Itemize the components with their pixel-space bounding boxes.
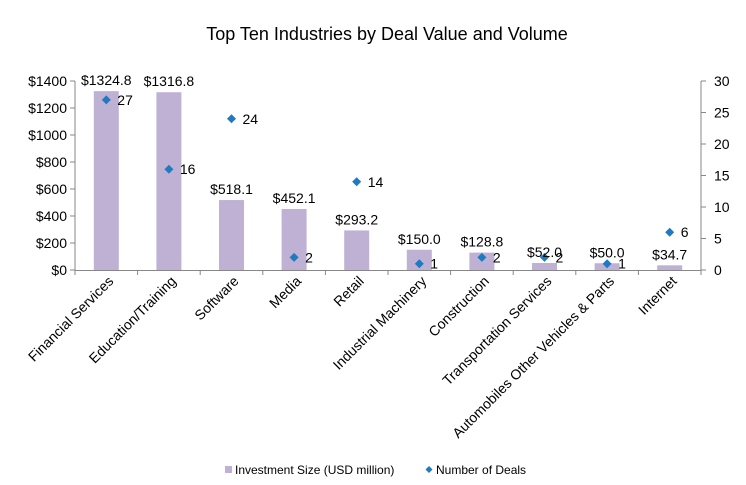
x-tick-label: Media xyxy=(266,273,304,311)
bar-data-label: $128.8 xyxy=(460,234,503,250)
y-tick-label: $0 xyxy=(51,262,67,278)
bar xyxy=(344,230,370,270)
bar-data-label: $1316.8 xyxy=(144,73,195,89)
legend-marker-deals xyxy=(425,466,433,473)
bar-data-label: $50.0 xyxy=(590,244,625,260)
deal-count-point xyxy=(101,95,111,105)
point-data-label: 2 xyxy=(305,249,313,265)
bar-data-label: $150.0 xyxy=(398,231,441,247)
bar-series xyxy=(93,91,683,271)
bar xyxy=(156,92,182,271)
deal-count-point xyxy=(665,227,675,237)
bar xyxy=(532,262,557,270)
point-data-label: 14 xyxy=(368,174,384,190)
y-tick-label: $1200 xyxy=(28,100,67,116)
bar xyxy=(219,200,244,270)
y-tick-label: $400 xyxy=(36,208,67,224)
chart-title: Top Ten Industries by Deal Value and Vol… xyxy=(206,24,568,44)
point-data-label: 27 xyxy=(117,92,133,108)
deal-count-point xyxy=(227,114,236,124)
deal-count-point xyxy=(352,177,362,187)
bar-data-label: $518.1 xyxy=(210,181,253,197)
point-data-label: 2 xyxy=(556,249,564,265)
bar-data-label: $293.2 xyxy=(335,211,378,227)
y-tick-label: $600 xyxy=(36,181,67,197)
y2-tick-label: 30 xyxy=(714,73,730,89)
legend-swatch-investment xyxy=(225,466,232,473)
y-tick-label: $200 xyxy=(36,235,67,251)
bar xyxy=(657,265,683,270)
data-labels: $1324.8 $1316.8 $518.1 $452.1 $293.2 $150.0 $1… xyxy=(81,72,689,272)
y2-tick-label: 20 xyxy=(714,136,730,152)
scatter-series xyxy=(101,95,675,269)
y-tick-label: $800 xyxy=(36,154,67,170)
x-tick-label: Software xyxy=(191,273,242,324)
point-data-label: 2 xyxy=(493,249,501,265)
deal-count-point xyxy=(602,259,612,269)
y2-tick-label: 15 xyxy=(714,168,730,184)
point-data-label: 24 xyxy=(243,111,259,127)
y2-tick-label: 5 xyxy=(714,231,722,247)
legend: Investment Size (USD million) Number of … xyxy=(225,463,526,477)
x-tick-label: Retail xyxy=(330,273,367,310)
y2-tick-label: 25 xyxy=(714,105,730,121)
x-tick-label: Construction xyxy=(425,273,492,340)
bar-data-label: $52.0 xyxy=(527,244,562,260)
bar-data-label: $1324.8 xyxy=(81,72,132,88)
y-tick-label: $1400 xyxy=(28,73,67,89)
bar-data-label: $452.1 xyxy=(273,190,316,206)
deal-count-point xyxy=(414,259,424,269)
deal-count-point xyxy=(477,252,487,262)
y2-tick-label: 0 xyxy=(714,262,722,278)
y-tick-label: $1000 xyxy=(28,127,67,143)
deal-count-point xyxy=(540,252,549,262)
point-data-label: 1 xyxy=(618,256,626,272)
legend-label-deals: Number of Deals xyxy=(436,463,526,477)
point-data-label: 1 xyxy=(430,256,438,272)
legend-label-investment: Investment Size (USD million) xyxy=(235,463,394,477)
deal-count-point xyxy=(164,164,174,174)
x-tick-label: Internet xyxy=(635,273,680,318)
bar-data-label: $34.7 xyxy=(652,246,687,262)
point-data-label: 16 xyxy=(180,161,196,177)
deal-count-point xyxy=(289,252,299,262)
x-tick-label: Transportation Services xyxy=(439,273,554,388)
bar xyxy=(93,91,119,270)
y2-tick-label: 10 xyxy=(714,199,730,215)
point-data-label: 6 xyxy=(681,224,689,240)
